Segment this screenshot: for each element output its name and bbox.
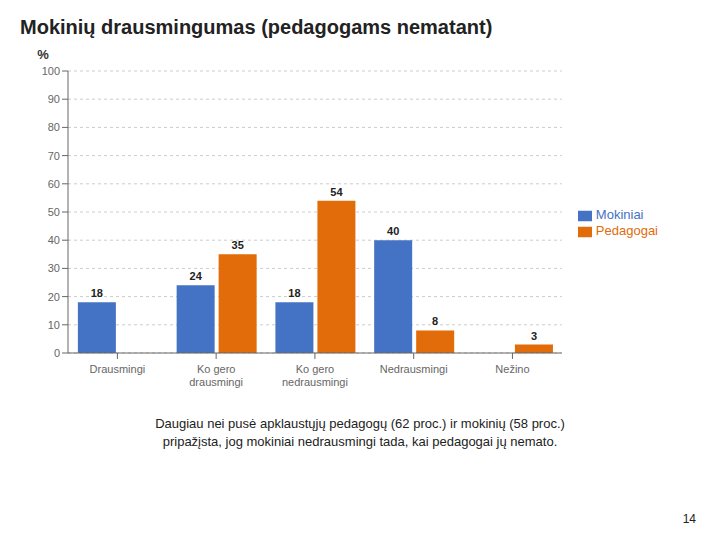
html-text:Mokinių drausmingumas (pedagog: Mokinių drausmingumas (pedagogams nemata…	[20, 16, 493, 38]
svg-text:3: 3	[531, 330, 537, 342]
svg-text:Drausmingi: Drausmingi	[90, 363, 146, 375]
svg-text:70: 70	[48, 150, 60, 162]
svg-text:18: 18	[91, 287, 103, 299]
svg-text:24: 24	[190, 270, 203, 282]
html-text:Daugiau nei pusė apklaustųjų p: Daugiau nei pusė apklaustųjų pedagogų (6…	[155, 416, 565, 450]
html-text:Pedagogai: Pedagogai	[595, 223, 658, 238]
svg-text:35: 35	[232, 239, 244, 251]
svg-text:18: 18	[288, 287, 300, 299]
svg-text:%: %	[37, 47, 49, 62]
svg-text:90: 90	[48, 93, 60, 105]
svg-text:40: 40	[387, 225, 399, 237]
svg-text:40: 40	[48, 234, 60, 246]
svg-text:0: 0	[54, 347, 60, 359]
svg-text:60: 60	[48, 178, 60, 190]
svg-text:Ko gerodrausmingi: Ko gerodrausmingi	[189, 363, 243, 388]
svg-text:20: 20	[48, 291, 60, 303]
svg-text:Ko geronedrausmingi: Ko geronedrausmingi	[282, 363, 348, 388]
svg-text:Nedrausmingi: Nedrausmingi	[380, 363, 448, 375]
svg-text:Nežino: Nežino	[495, 363, 529, 375]
html-text:Mokiniai: Mokiniai	[595, 207, 644, 223]
svg-text:8: 8	[432, 315, 438, 327]
svg-text:54: 54	[330, 186, 343, 198]
html-text:14: 14	[682, 512, 696, 526]
svg-text:100: 100	[42, 65, 60, 77]
svg-text:10: 10	[48, 319, 60, 331]
svg-text:30: 30	[48, 262, 60, 274]
svg-text:80: 80	[48, 121, 60, 133]
svg-text:50: 50	[48, 206, 60, 218]
